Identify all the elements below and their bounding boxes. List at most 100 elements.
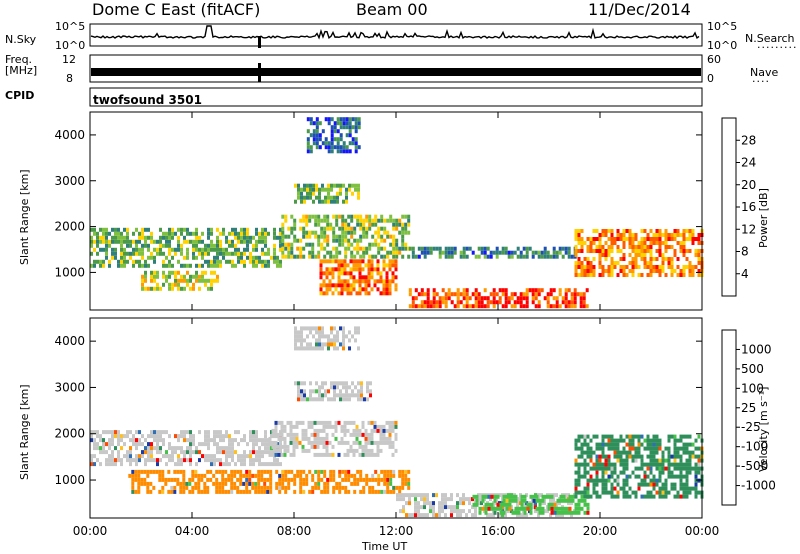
echo-cell <box>292 424 296 429</box>
echo-cell <box>309 346 312 351</box>
echo-cell <box>245 469 249 474</box>
echo-cell <box>299 246 303 251</box>
echo-cell <box>589 273 593 277</box>
echo-cell <box>108 239 111 244</box>
echo-cell <box>619 265 623 269</box>
echo-cell <box>374 477 378 482</box>
echo-cell <box>380 254 384 259</box>
echo-cell <box>534 292 538 297</box>
echo-cell <box>328 267 332 272</box>
echo-cell <box>475 494 479 499</box>
echo-cell <box>655 249 659 253</box>
echo-cell <box>364 440 368 445</box>
echo-cell <box>616 229 620 233</box>
echo-cell <box>159 247 162 252</box>
echo-cell <box>505 506 509 511</box>
echo-cell <box>353 254 357 259</box>
echo-cell <box>325 283 329 288</box>
echo-cell <box>525 513 528 518</box>
echo-cell <box>144 286 147 291</box>
echo-cell <box>233 481 237 486</box>
echo-cell <box>487 502 491 507</box>
echo-cell <box>417 304 421 309</box>
echo-cell <box>507 300 511 305</box>
echo-cell <box>394 432 398 437</box>
echo-cell <box>386 473 390 478</box>
echo-cell <box>441 250 445 255</box>
echo-cell <box>652 233 656 237</box>
echo-cell <box>411 493 414 498</box>
echo-cell <box>332 230 336 235</box>
echo-cell <box>586 462 590 467</box>
echo-cell <box>652 241 656 245</box>
echo-cell <box>302 246 306 251</box>
echo-cell <box>371 485 375 490</box>
echo-cell <box>325 275 329 280</box>
echo-cell <box>685 450 689 455</box>
echo-cell <box>362 226 366 231</box>
echo-cell <box>221 477 225 482</box>
echo-cell <box>264 235 267 240</box>
echo-cell <box>210 454 213 459</box>
echo-cell <box>664 257 668 261</box>
echo-cell <box>370 287 374 292</box>
echo-cell <box>362 230 366 235</box>
echo-cell <box>388 283 392 288</box>
echo-cell <box>559 494 563 499</box>
echo-cell <box>504 513 507 518</box>
echo-cell <box>583 442 587 447</box>
echo-cell <box>215 481 219 486</box>
echo-cell <box>580 229 584 233</box>
echo-cell <box>135 462 138 467</box>
echo-cell <box>462 254 466 259</box>
echo-cell <box>579 300 583 305</box>
echo-cell <box>529 502 533 507</box>
echo-cell <box>281 469 285 474</box>
echo-cell <box>499 502 503 507</box>
echo-cell <box>219 434 222 439</box>
echo-cell <box>570 296 574 301</box>
echo-cell <box>177 438 180 443</box>
echo-cell <box>131 489 135 494</box>
echo-cell <box>362 489 366 494</box>
echo-cell <box>538 502 542 507</box>
echo-cell <box>258 454 261 459</box>
echo-cell <box>334 428 338 433</box>
echo-cell <box>661 466 665 471</box>
echo-cell <box>252 259 255 264</box>
echo-cell <box>167 489 171 494</box>
echo-cell <box>174 251 177 256</box>
echo-cell <box>299 489 303 494</box>
echo-cell <box>201 270 204 275</box>
echo-cell <box>312 187 315 192</box>
echo-cell <box>240 227 243 232</box>
nsky-right-high: 10^5 <box>707 20 738 33</box>
echo-cell <box>105 235 108 240</box>
echo-cell <box>483 254 487 259</box>
echo-cell <box>335 254 339 259</box>
freq-panel <box>89 36 703 83</box>
echo-cell <box>447 254 451 259</box>
echo-cell <box>664 490 668 495</box>
echo-cell <box>325 436 329 441</box>
echo-cell <box>567 254 571 259</box>
echo-cell <box>619 458 623 463</box>
echo-cell <box>682 462 686 467</box>
echo-cell <box>679 269 683 273</box>
echo-cell <box>108 438 111 443</box>
echo-cell <box>216 251 219 256</box>
echo-cell <box>327 145 331 150</box>
echo-cell <box>682 442 686 447</box>
echo-cell <box>616 233 620 237</box>
echo-cell <box>634 237 638 241</box>
echo-cell <box>423 300 427 305</box>
x-tick-label: 16:00 <box>481 524 516 538</box>
echo-cell <box>586 510 590 515</box>
echo-cell <box>520 498 524 503</box>
echo-cell <box>484 510 488 515</box>
echo-cell <box>480 501 483 506</box>
echo-cell <box>673 442 677 447</box>
echo-cell <box>655 434 659 439</box>
echo-cell <box>198 286 201 291</box>
echo-cell <box>510 292 514 297</box>
